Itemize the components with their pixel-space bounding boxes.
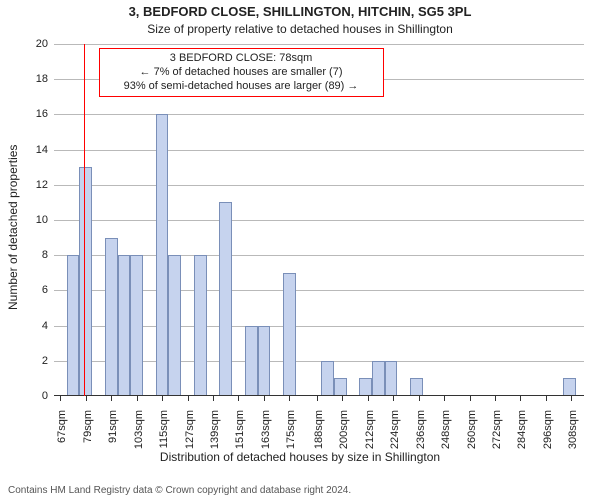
histogram-bar xyxy=(563,378,576,396)
histogram-bar xyxy=(385,361,398,396)
histogram-bar xyxy=(258,326,271,396)
x-tick-mark xyxy=(60,396,61,401)
histogram-bar xyxy=(321,361,334,396)
y-tick-label: 18 xyxy=(22,73,48,85)
histogram-bar xyxy=(410,378,423,396)
histogram-bar xyxy=(219,202,232,396)
histogram-bar xyxy=(334,378,347,396)
footer-line-1: Contains HM Land Registry data © Crown c… xyxy=(8,485,390,498)
x-axis-label: Distribution of detached houses by size … xyxy=(0,450,600,464)
x-tick-mark xyxy=(162,396,163,401)
plot-area: 0246810121416182067sqm79sqm91sqm103sqm11… xyxy=(54,44,584,396)
x-tick-mark xyxy=(342,396,343,401)
gridline xyxy=(54,220,584,221)
gridline xyxy=(54,150,584,151)
gridline xyxy=(54,44,584,45)
histogram-bar xyxy=(79,167,92,396)
histogram-bar xyxy=(105,238,118,396)
x-tick-mark xyxy=(289,396,290,401)
histogram-bar xyxy=(245,326,258,396)
x-tick-mark xyxy=(419,396,420,401)
x-tick-mark xyxy=(368,396,369,401)
histogram-bar xyxy=(372,361,385,396)
callout-line: 93% of semi-detached houses are larger (… xyxy=(106,80,377,94)
y-axis-label: Number of detached properties xyxy=(6,145,20,310)
gridline xyxy=(54,114,584,115)
x-tick-mark xyxy=(86,396,87,401)
histogram-bar xyxy=(130,255,143,396)
reference-line xyxy=(84,44,85,396)
callout-line: 3 BEDFORD CLOSE: 78sqm xyxy=(106,52,377,66)
y-tick-label: 14 xyxy=(22,144,48,156)
y-tick-label: 16 xyxy=(22,108,48,120)
x-tick-mark xyxy=(111,396,112,401)
gridline xyxy=(54,185,584,186)
x-tick-mark xyxy=(393,396,394,401)
x-tick-mark xyxy=(546,396,547,401)
y-tick-label: 0 xyxy=(22,390,48,402)
histogram-bar xyxy=(283,273,296,396)
x-tick-mark xyxy=(470,396,471,401)
x-tick-mark xyxy=(317,396,318,401)
x-tick-mark xyxy=(137,396,138,401)
y-tick-label: 6 xyxy=(22,284,48,296)
chart-title-sub: Size of property relative to detached ho… xyxy=(0,22,600,36)
x-tick-mark xyxy=(444,396,445,401)
y-tick-label: 2 xyxy=(22,355,48,367)
y-tick-label: 20 xyxy=(22,38,48,50)
y-tick-label: 10 xyxy=(22,214,48,226)
callout-box: 3 BEDFORD CLOSE: 78sqm← 7% of detached h… xyxy=(99,48,384,97)
x-axis-line xyxy=(54,395,584,396)
x-tick-mark xyxy=(213,396,214,401)
x-tick-mark xyxy=(264,396,265,401)
callout-line: ← 7% of detached houses are smaller (7) xyxy=(106,66,377,80)
histogram-bar xyxy=(156,114,169,396)
x-tick-mark xyxy=(188,396,189,401)
chart-title-main: 3, BEDFORD CLOSE, SHILLINGTON, HITCHIN, … xyxy=(0,4,600,19)
histogram-bar xyxy=(118,255,131,396)
attribution-footer: Contains HM Land Registry data © Crown c… xyxy=(8,472,390,500)
histogram-bar xyxy=(194,255,207,396)
x-tick-mark xyxy=(238,396,239,401)
histogram-bar xyxy=(168,255,181,396)
y-tick-label: 12 xyxy=(22,179,48,191)
y-tick-label: 8 xyxy=(22,249,48,261)
histogram-bar xyxy=(359,378,372,396)
y-tick-label: 4 xyxy=(22,320,48,332)
x-tick-mark xyxy=(571,396,572,401)
x-tick-mark xyxy=(495,396,496,401)
histogram-bar xyxy=(67,255,80,396)
x-tick-mark xyxy=(520,396,521,401)
